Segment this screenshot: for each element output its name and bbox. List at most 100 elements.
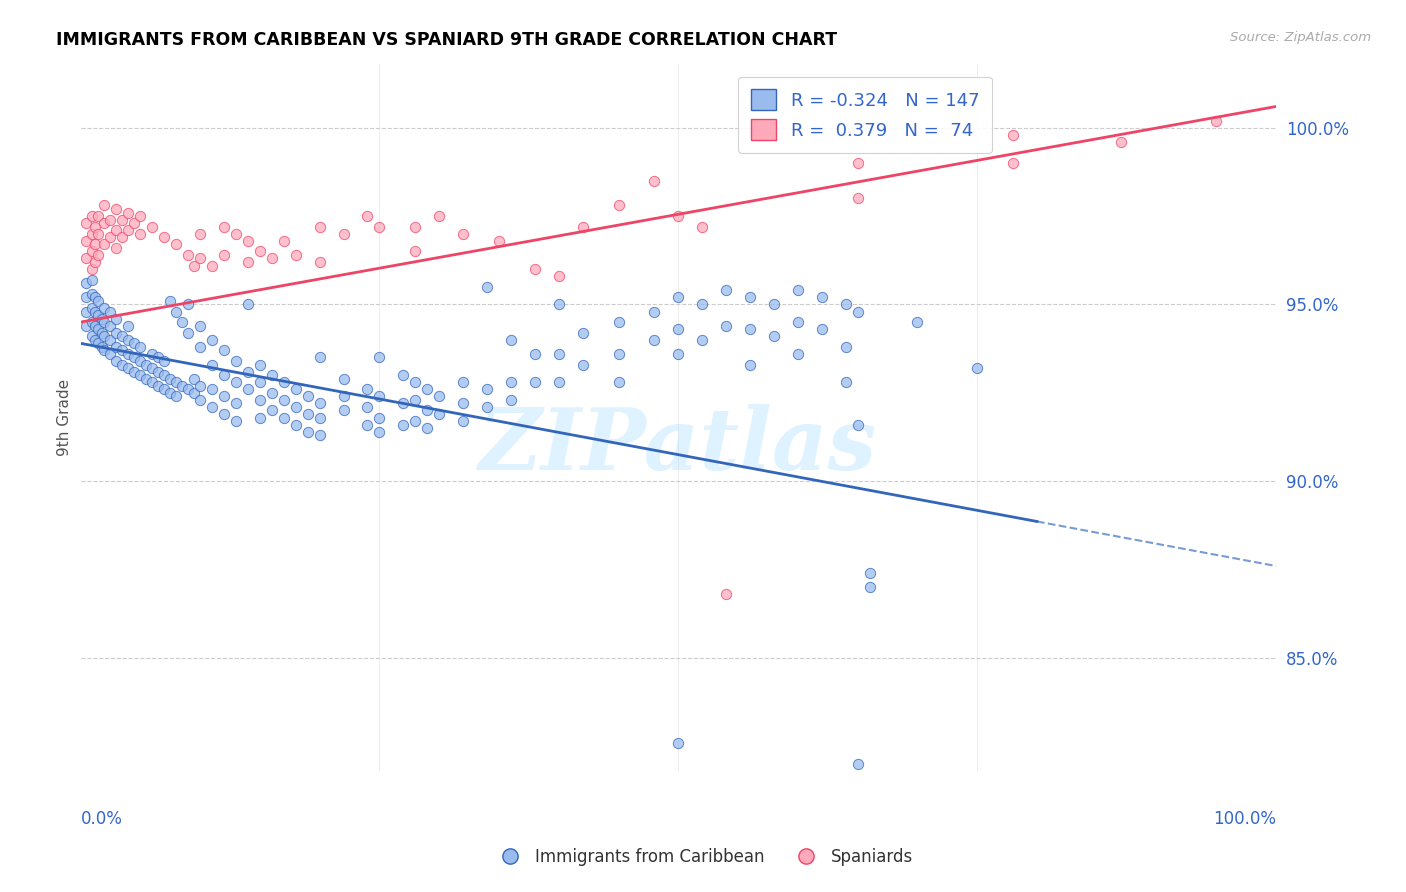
Point bbox=[846, 191, 869, 205]
Point bbox=[523, 262, 546, 277]
Point bbox=[225, 375, 247, 389]
Point bbox=[273, 234, 295, 248]
Point bbox=[124, 351, 146, 365]
Point bbox=[135, 372, 157, 386]
Point bbox=[153, 230, 176, 244]
Point bbox=[172, 378, 194, 392]
Point bbox=[105, 311, 128, 326]
Point bbox=[451, 227, 474, 241]
Point bbox=[201, 259, 224, 273]
Point bbox=[83, 318, 105, 333]
Point bbox=[91, 340, 114, 354]
Point bbox=[451, 396, 474, 410]
Point bbox=[249, 244, 271, 259]
Point bbox=[607, 198, 630, 212]
Point bbox=[332, 403, 354, 417]
Point bbox=[87, 227, 110, 241]
Point bbox=[148, 365, 170, 379]
Point bbox=[356, 209, 378, 223]
Point bbox=[188, 340, 211, 354]
Legend: Immigrants from Caribbean, Spaniards: Immigrants from Caribbean, Spaniards bbox=[486, 842, 920, 873]
Point bbox=[571, 219, 593, 234]
Text: ZIPatlas: ZIPatlas bbox=[479, 404, 877, 488]
Point bbox=[165, 389, 187, 403]
Point bbox=[834, 375, 856, 389]
Point bbox=[82, 329, 104, 343]
Point bbox=[76, 304, 98, 318]
Point bbox=[87, 336, 110, 351]
Point bbox=[201, 358, 224, 372]
Point bbox=[177, 326, 200, 340]
Point bbox=[82, 227, 104, 241]
Text: Source: ZipAtlas.com: Source: ZipAtlas.com bbox=[1230, 31, 1371, 45]
Y-axis label: 9th Grade: 9th Grade bbox=[58, 379, 72, 456]
Point bbox=[153, 368, 176, 383]
Point bbox=[547, 297, 569, 311]
Point bbox=[846, 417, 869, 432]
Point bbox=[111, 329, 134, 343]
Point bbox=[100, 230, 122, 244]
Point bbox=[165, 237, 187, 252]
Point bbox=[105, 223, 128, 237]
Point bbox=[356, 400, 378, 414]
Point bbox=[177, 382, 200, 396]
Point bbox=[100, 333, 122, 347]
Point bbox=[129, 354, 152, 368]
Point bbox=[76, 216, 98, 230]
Point bbox=[212, 219, 235, 234]
Point bbox=[105, 340, 128, 354]
Point bbox=[83, 304, 105, 318]
Point bbox=[188, 318, 211, 333]
Point bbox=[1109, 135, 1132, 149]
Point bbox=[297, 425, 319, 439]
Point bbox=[368, 219, 391, 234]
Point bbox=[183, 259, 205, 273]
Point bbox=[308, 351, 330, 365]
Point bbox=[451, 375, 474, 389]
Point bbox=[1002, 156, 1025, 170]
Point bbox=[129, 368, 152, 383]
Point bbox=[76, 252, 98, 266]
Point bbox=[404, 392, 426, 407]
Text: IMMIGRANTS FROM CARIBBEAN VS SPANIARD 9TH GRADE CORRELATION CHART: IMMIGRANTS FROM CARIBBEAN VS SPANIARD 9T… bbox=[56, 31, 838, 49]
Point bbox=[643, 174, 665, 188]
Point bbox=[643, 304, 665, 318]
Point bbox=[91, 311, 114, 326]
Point bbox=[547, 269, 569, 284]
Text: 100.0%: 100.0% bbox=[1213, 810, 1277, 828]
Point bbox=[117, 205, 139, 219]
Point bbox=[148, 351, 170, 365]
Point bbox=[332, 227, 354, 241]
Point bbox=[666, 290, 689, 304]
Point bbox=[714, 587, 737, 601]
Point bbox=[87, 209, 110, 223]
Point bbox=[404, 219, 426, 234]
Point bbox=[392, 417, 415, 432]
Point bbox=[129, 340, 152, 354]
Point bbox=[738, 358, 761, 372]
Point bbox=[236, 255, 259, 269]
Point bbox=[475, 279, 498, 293]
Point bbox=[643, 333, 665, 347]
Point bbox=[105, 354, 128, 368]
Point bbox=[416, 421, 439, 435]
Point bbox=[188, 378, 211, 392]
Point bbox=[786, 315, 808, 329]
Point bbox=[1205, 113, 1227, 128]
Point bbox=[488, 234, 510, 248]
Point bbox=[111, 212, 134, 227]
Point bbox=[260, 368, 283, 383]
Point bbox=[260, 385, 283, 400]
Point bbox=[76, 290, 98, 304]
Point bbox=[260, 252, 283, 266]
Point bbox=[159, 385, 181, 400]
Point bbox=[249, 358, 271, 372]
Point bbox=[105, 326, 128, 340]
Point bbox=[356, 382, 378, 396]
Point bbox=[117, 361, 139, 376]
Point bbox=[212, 248, 235, 262]
Point bbox=[100, 318, 122, 333]
Point bbox=[666, 209, 689, 223]
Point bbox=[273, 410, 295, 425]
Point bbox=[236, 234, 259, 248]
